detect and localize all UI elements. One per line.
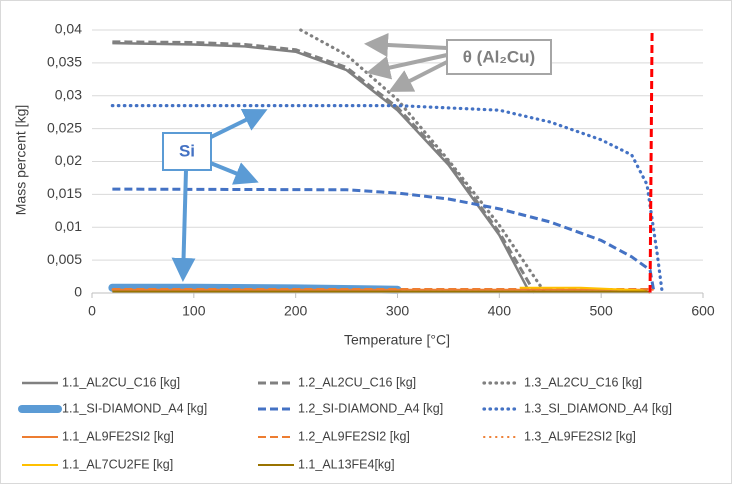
x-tick-label: 400 [488,303,512,319]
annotation-theta: θ (Al₂Cu) [364,33,552,92]
arrow [388,60,448,92]
y-tick-label: 0,04 [55,21,82,37]
annotation-text: θ (Al₂Cu) [463,47,535,66]
y-tick-label: 0,005 [47,251,82,267]
arrow [171,169,196,282]
legend-label: 1.1_AL9FE2SI2 [kg] [62,429,174,443]
arrow [366,53,448,80]
arrow [207,160,259,185]
y-tick-label: 0,03 [55,86,82,102]
legend-label: 1.2_AL9FE2SI2 [kg] [298,429,410,443]
y-tick-label: 0,015 [47,185,82,201]
y-tick-label: 0 [74,284,82,300]
series-line [110,104,664,295]
y-tick-label: 0,02 [55,152,82,168]
legend-label: 1.1_SI-DIAMOND_A4 [kg] [62,401,207,415]
legend-label: 1.3_SI_DIAMOND_A4 [kg] [524,401,672,415]
y-tick-label: 0,025 [47,119,82,135]
legend-label: 1.3_AL9FE2SI2 [kg] [524,429,636,443]
legend-label: 1.1_AL7CU2FE [kg] [62,457,173,471]
arrow [364,33,448,57]
x-tick-label: 200 [284,303,308,319]
y-tick-label: 0,01 [55,218,82,234]
x-tick-label: 500 [589,303,613,319]
x-tick-label: 100 [182,303,206,319]
y-tick-label: 0,035 [47,54,82,70]
legend-label: 1.2_SI-DIAMOND_A4 [kg] [298,401,443,415]
annotation-si: Si [162,109,268,282]
legend-label: 1.1_AL13FE4[kg] [298,457,395,471]
x-tick-label: 600 [691,303,715,319]
annotation-text: Si [179,141,195,160]
y-axis-title: Mass percent [kg] [13,105,29,216]
legend-label: 1.2_AL2CU_C16 [kg] [298,375,416,389]
x-axis-title: Temperature [°C] [344,332,450,348]
legend-label: 1.1_AL2CU_C16 [kg] [62,375,180,389]
series-line [112,187,656,294]
x-tick-label: 0 [88,303,96,319]
series-line [299,28,547,295]
series-line [648,29,654,294]
arrow [204,109,268,142]
series-line [112,41,531,294]
x-tick-label: 300 [386,303,410,319]
series-line [112,40,537,294]
legend-label: 1.3_AL2CU_C16 [kg] [524,375,642,389]
annotation-box [446,39,552,75]
annotation-box [162,132,212,171]
